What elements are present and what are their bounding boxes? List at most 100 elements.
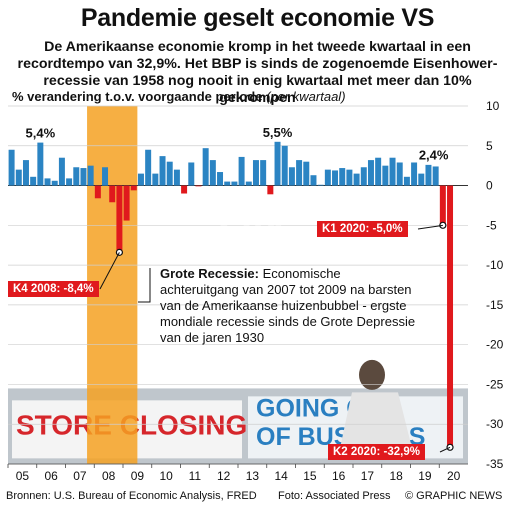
x-tick-label: 19 (418, 469, 432, 483)
y-tick-label: 0 (486, 179, 493, 193)
chart-title: Pandemie geselt economie VS (80, 4, 435, 32)
bar (403, 176, 410, 186)
watermark: GN (218, 196, 284, 245)
chart-subtitle: De Amerikaanse economie kromp in het twe… (17, 39, 498, 106)
x-tick-label: 08 (102, 469, 116, 483)
bar (324, 169, 331, 186)
bar (137, 173, 144, 186)
peak-label-2006: 5,4% (26, 126, 56, 141)
y-tick-label: -30 (486, 417, 504, 431)
peak-label-latest: 2,4% (419, 147, 449, 162)
person-body (340, 392, 412, 449)
bar (375, 157, 382, 186)
bar (109, 185, 116, 203)
y-axis-caption-main: % verandering t.o.v. voorgaande periode (12, 89, 263, 104)
bar (432, 166, 439, 186)
note-heading: Grote Recessie: (160, 266, 259, 281)
bar (80, 168, 87, 186)
x-tick-label: 11 (189, 469, 202, 483)
bar (87, 165, 94, 186)
leader-q4-2008 (99, 252, 120, 290)
x-tick-label: 14 (274, 469, 288, 483)
bar (367, 160, 374, 186)
callout-q2-2020: K2 2020: -32,9% (328, 444, 425, 460)
callout-q4-2008: K4 2008: -8,4% (8, 281, 99, 297)
note-bracket (138, 268, 151, 303)
x-tick-label: 18 (389, 469, 403, 483)
y-tick-label: -35 (486, 457, 504, 471)
bar (418, 173, 425, 186)
y-tick-label: -5 (486, 218, 497, 232)
bar (353, 173, 360, 186)
bar (195, 185, 202, 187)
sources: Bronnen: U.S. Bureau of Economic Analysi… (6, 490, 257, 502)
x-tick-label: 07 (73, 469, 87, 483)
bar (281, 145, 288, 186)
bar (288, 167, 295, 186)
bar (209, 160, 216, 186)
bar (202, 148, 209, 186)
bar (188, 162, 195, 186)
x-tick-label: 12 (217, 469, 231, 483)
bar (260, 160, 267, 186)
bar (360, 167, 367, 186)
bar (22, 160, 29, 186)
bar (66, 178, 73, 186)
bar (252, 160, 259, 186)
bar (44, 178, 51, 186)
bar (382, 165, 389, 186)
bar (310, 175, 317, 186)
bar (102, 167, 109, 186)
bar (37, 142, 44, 186)
bar (274, 141, 281, 186)
x-tick-label: 06 (44, 469, 58, 483)
bar (231, 181, 238, 186)
y-axis-caption-sub: (per kwartaal) (266, 89, 346, 104)
bar (317, 184, 324, 186)
x-tick-label: 16 (332, 469, 346, 483)
bar (173, 169, 180, 186)
person-head (359, 359, 385, 390)
photo-credit: Foto: Associated Press (278, 490, 391, 502)
bar (396, 162, 403, 186)
x-tick-label: 15 (303, 469, 317, 483)
bar (15, 169, 22, 186)
callout-q1-2020: K1 2020: -5,0% (317, 221, 408, 237)
x-tick-label: 05 (16, 469, 30, 483)
bar (152, 173, 159, 186)
bar (58, 157, 65, 186)
copyright: © GRAPHIC NEWS (405, 490, 503, 502)
y-tick-label: -25 (486, 377, 504, 391)
bar (447, 185, 454, 448)
bar (267, 185, 274, 195)
y-tick-label: -20 (486, 338, 504, 352)
bar (217, 172, 224, 186)
bar (389, 157, 396, 186)
bar (339, 168, 346, 186)
bar (439, 185, 446, 226)
bar (51, 180, 58, 186)
x-tick-label: 13 (246, 469, 260, 483)
x-tick-label: 17 (361, 469, 375, 483)
x-tick-label: 10 (159, 469, 173, 483)
bar (238, 156, 245, 186)
bar (346, 169, 353, 186)
bar (181, 185, 188, 194)
note-text: Economische achteruitgang van 2007 tot 2… (160, 266, 416, 345)
bar (73, 167, 80, 186)
bar (425, 164, 432, 186)
x-tick-label: 09 (131, 469, 145, 483)
bar (94, 185, 101, 199)
bar (224, 181, 231, 186)
bar (303, 161, 310, 186)
y-tick-label: -10 (486, 258, 504, 272)
peak-label-2014: 5,5% (263, 125, 293, 140)
bar (30, 176, 37, 186)
bar (296, 160, 303, 186)
leader-q1-2020 (417, 224, 443, 230)
y-tick-label: 5 (486, 139, 493, 153)
bar (145, 149, 152, 186)
bar (166, 161, 173, 186)
x-tick-label: 20 (447, 469, 461, 483)
